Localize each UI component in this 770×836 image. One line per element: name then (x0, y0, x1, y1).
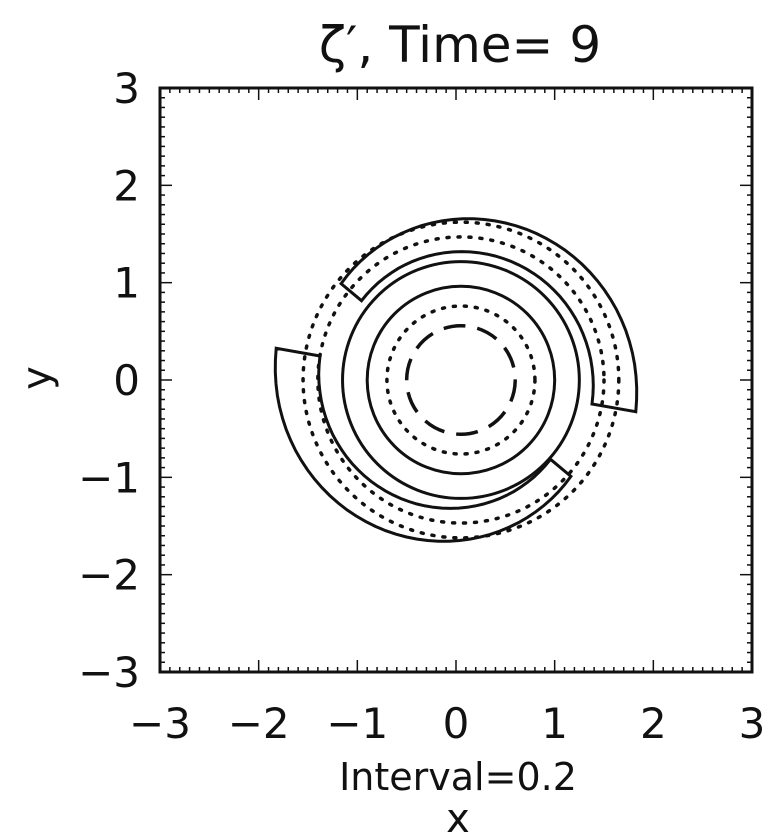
y-tick-label: −2 (78, 551, 140, 600)
interval-annotation: Interval=0.2 (339, 755, 577, 799)
y-axis-label: y (14, 366, 60, 390)
contour-outer-positive-arm-1 (339, 217, 639, 414)
contour-ring-positive-inner (365, 284, 557, 476)
x-tick-label: −3 (129, 699, 191, 748)
contour-negative-band-2 (301, 220, 621, 540)
chart-title: ζ′, Time= 9 (319, 16, 601, 74)
frame-tick-marks (159, 87, 753, 673)
x-tick-label: 0 (443, 699, 470, 748)
y-tick-labels: 3 2 1 0 −1 −2 −3 (78, 64, 140, 697)
x-tick-label: −1 (326, 699, 388, 748)
plot-frame (158, 86, 754, 674)
y-tick-label: −1 (78, 453, 140, 502)
plot-area (158, 86, 754, 674)
x-tick-label: 2 (640, 699, 667, 748)
contour-core-negative-dashed (404, 323, 517, 437)
contour-ring-positive (341, 260, 581, 500)
contour-negative-band-inner (385, 304, 537, 456)
contour-negative-band-1 (316, 235, 606, 525)
y-tick-label: −3 (78, 648, 140, 697)
contour-lines (273, 217, 639, 543)
y-tick-label: 2 (113, 161, 140, 210)
x-tick-label: −2 (228, 699, 290, 748)
x-tick-label: 1 (541, 699, 568, 748)
x-tick-label: 3 (739, 699, 766, 748)
x-axis-label: x (446, 796, 470, 836)
x-tick-labels: −3 −2 −1 0 1 2 3 (129, 699, 765, 748)
y-tick-label: 0 (113, 356, 140, 405)
y-tick-label: 1 (113, 259, 140, 308)
y-tick-label: 3 (113, 64, 140, 113)
